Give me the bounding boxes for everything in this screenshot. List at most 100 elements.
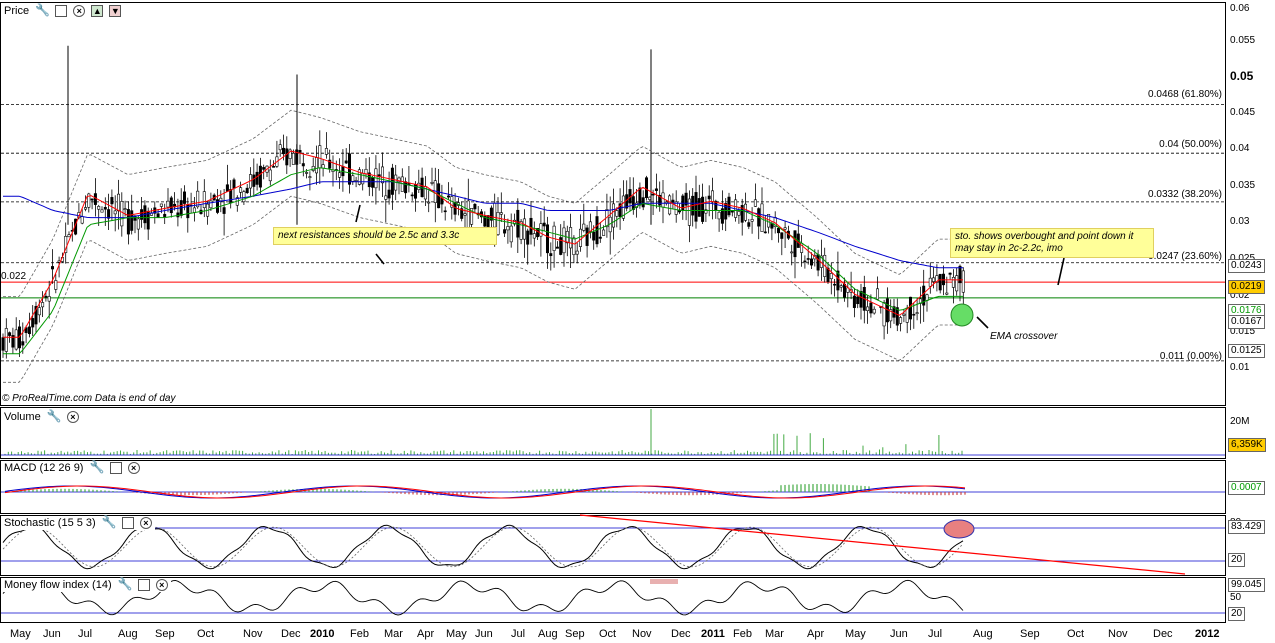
x-axis-month-label: Feb [350,628,369,640]
macd-panel-title: MACD (12 26 9) [4,462,84,474]
candle-body [169,197,173,214]
candle-body [694,192,698,222]
candle-body [803,260,807,263]
fib-label: 0.04 (50.00%) [1159,139,1222,150]
maximize-icon[interactable] [137,579,150,592]
x-axis-month-label: Sep [1020,628,1040,640]
candle-body [281,147,285,155]
wrench-icon[interactable]: 🔧 [89,460,105,475]
left-level-label: 0.022 [1,271,27,282]
wrench-icon[interactable]: 🔧 [35,3,51,18]
volume-y-tick: 20M [1230,416,1250,427]
wrench-icon[interactable]: 🔧 [101,515,117,530]
candle-body [545,224,549,254]
candle-body [714,200,718,210]
fib-label: 0.0247 (23.60%) [1148,251,1222,262]
candle-body [110,197,114,205]
mfi-y-tick: 50 [1230,592,1242,603]
candle-body [654,188,658,191]
wrench-icon[interactable]: 🔧 [46,409,62,424]
candle-body [872,308,876,314]
candle-body [11,335,15,348]
candle-body [783,227,787,230]
candle-body [31,318,35,328]
candle-body [410,194,414,197]
close-icon[interactable]: × [155,579,168,592]
x-axis-month-label: Aug [973,628,993,640]
candle-body [47,296,51,302]
candle-body [262,167,266,170]
x-axis-month-label: Dec [1153,628,1173,640]
candle-body [404,181,408,194]
x-axis-month-label: Oct [1067,628,1085,640]
candle-body [136,218,140,230]
candle-body [357,169,361,185]
candle-body [225,184,229,192]
candle-body [542,222,546,227]
candle-body [592,231,596,241]
candle-body [216,199,220,213]
x-axis-month-label: May [845,628,866,640]
value-box-ema-red: 0.0167 [1228,315,1265,329]
candle-body [202,191,206,208]
candle-body [493,202,497,228]
candle-body [532,233,536,239]
close-icon[interactable]: × [127,462,140,475]
wrench-icon[interactable]: 🔧 [117,577,133,592]
candle-body [308,176,312,178]
candle-body [417,182,421,190]
candle-body [103,207,107,210]
close-icon[interactable]: × [66,411,79,424]
candle-body [519,221,523,240]
maximize-icon[interactable] [121,517,134,530]
candle-body [14,329,18,350]
candle-body [615,210,619,217]
close-icon[interactable]: × [139,517,152,530]
price-y-tick: 0.055 [1230,35,1256,46]
volume-panel-title: Volume [4,411,41,423]
move-down-icon[interactable]: ▼ [109,5,122,18]
candle-body [529,217,533,235]
candle-body [724,203,728,220]
candle-body [486,215,490,227]
candle-body [572,237,576,256]
x-axis-month-label: Mar [384,628,403,640]
candle-body [242,191,246,203]
stoch-overbought-oval [943,519,975,539]
candle-body [397,177,401,183]
maximize-icon[interactable] [109,462,122,475]
candle-body [291,152,295,165]
maximize-icon[interactable] [55,5,68,18]
volume-value-box: 6,359K [1228,438,1266,452]
mfi-low-box: 20 [1228,607,1246,621]
candle-body [611,203,615,228]
candle-body [126,209,130,235]
candle-body [311,166,315,171]
candle-body [938,273,942,291]
close-icon[interactable]: × [73,5,86,18]
panel-frame [0,515,1226,576]
candle-body [961,270,965,293]
x-axis-month-label: Dec [281,628,301,640]
candle-body [387,189,391,199]
move-up-icon[interactable]: ▲ [91,5,104,18]
candle-body [526,230,530,245]
candle-body [935,275,939,283]
candle-body [496,212,500,235]
candle-body [44,295,48,298]
value-box-last-price: 0.0219 [1228,280,1265,294]
price-y-tick: 0.035 [1230,180,1256,191]
price-y-tick: 0.06 [1230,3,1250,14]
candle-body [100,209,104,213]
candle-body [638,187,642,206]
panel-frame [0,577,1226,623]
x-axis-month-label: May [10,628,31,640]
candle-body [763,231,767,234]
candle-body [875,288,879,300]
candle-body [958,265,962,284]
candle-body [720,208,724,224]
candle-body [338,172,342,178]
candle-body [588,221,592,233]
candle-body [64,236,68,253]
